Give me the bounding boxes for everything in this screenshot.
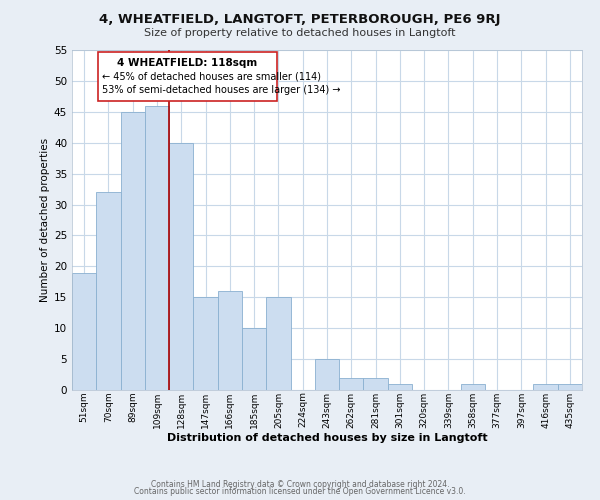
- Bar: [121, 112, 145, 390]
- Bar: [339, 378, 364, 390]
- Text: 4 WHEATFIELD: 118sqm: 4 WHEATFIELD: 118sqm: [117, 58, 257, 68]
- Text: 53% of semi-detached houses are larger (134) →: 53% of semi-detached houses are larger (…: [103, 85, 341, 95]
- Bar: [364, 378, 388, 390]
- Bar: [315, 359, 339, 390]
- Bar: [169, 142, 193, 390]
- X-axis label: Distribution of detached houses by size in Langtoft: Distribution of detached houses by size …: [167, 434, 487, 444]
- Bar: [533, 384, 558, 390]
- Text: Contains HM Land Registry data © Crown copyright and database right 2024.: Contains HM Land Registry data © Crown c…: [151, 480, 449, 489]
- Bar: [145, 106, 169, 390]
- Text: ← 45% of detached houses are smaller (114): ← 45% of detached houses are smaller (11…: [103, 72, 322, 82]
- Bar: [388, 384, 412, 390]
- Y-axis label: Number of detached properties: Number of detached properties: [40, 138, 50, 302]
- Bar: [266, 298, 290, 390]
- Text: 4, WHEATFIELD, LANGTOFT, PETERBOROUGH, PE6 9RJ: 4, WHEATFIELD, LANGTOFT, PETERBOROUGH, P…: [99, 12, 501, 26]
- Bar: [218, 291, 242, 390]
- Bar: [558, 384, 582, 390]
- Bar: [242, 328, 266, 390]
- Bar: [72, 272, 96, 390]
- FancyBboxPatch shape: [97, 52, 277, 100]
- Bar: [193, 298, 218, 390]
- Bar: [461, 384, 485, 390]
- Text: Size of property relative to detached houses in Langtoft: Size of property relative to detached ho…: [144, 28, 456, 38]
- Bar: [96, 192, 121, 390]
- Text: Contains public sector information licensed under the Open Government Licence v3: Contains public sector information licen…: [134, 487, 466, 496]
